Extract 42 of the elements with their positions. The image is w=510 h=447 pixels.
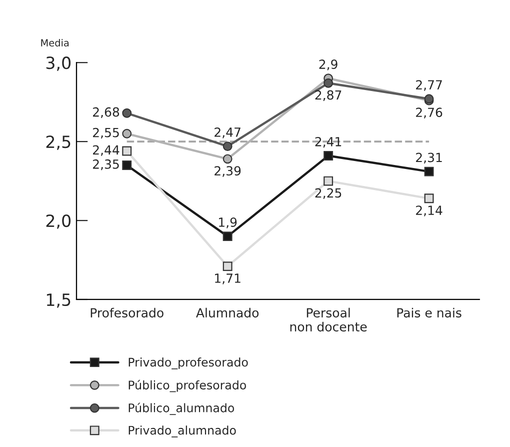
data-label: 2,47 [214, 127, 240, 138]
point [222, 262, 232, 272]
x-tick-label: Persoal non docente [290, 308, 367, 332]
y-axis-title: Media [41, 38, 69, 46]
x-tick-label: Pais e nais [397, 308, 462, 318]
data-label: 1,9 [219, 217, 237, 228]
data-label: 2,77 [416, 80, 442, 91]
point [222, 142, 232, 152]
data-label: 2,41 [315, 136, 342, 148]
y-tick-label: 3,0 [46, 56, 71, 71]
data-label: 2,68 [93, 107, 120, 118]
legend-label: Público_alumnado [128, 402, 234, 415]
point [424, 166, 434, 176]
y-tick-label: 2,5 [46, 136, 70, 150]
data-label: 2,87 [315, 90, 342, 102]
y-tick-label: 1,5 [46, 294, 70, 308]
data-label: 2,35 [93, 159, 119, 170]
point [324, 176, 334, 186]
data-label: 1,71 [215, 274, 240, 284]
y-tick-label: 2,0 [46, 214, 71, 229]
x-tick-label: Profesorado [90, 308, 164, 318]
point [122, 108, 132, 118]
x-tick-label: Alumnado [196, 308, 259, 318]
point [122, 128, 132, 138]
data-label: 2,55 [93, 128, 119, 139]
data-label: 2,25 [315, 188, 342, 199]
legend-label: Privado_profesorado [128, 357, 248, 370]
data-label: 2,76 [416, 108, 442, 118]
data-label: 2,44 [93, 145, 120, 156]
point [324, 151, 334, 160]
data-label: 2,31 [416, 152, 442, 164]
legend-label: Público_profesorado [128, 380, 246, 392]
point [122, 160, 132, 170]
point [122, 146, 132, 156]
data-label: 2,14 [416, 206, 442, 216]
legend-label: Privado_alumnado [128, 426, 236, 438]
point [324, 78, 334, 88]
point [222, 232, 232, 242]
data-label: 2,9 [319, 60, 338, 70]
point [222, 154, 232, 164]
data-label: 2,39 [214, 166, 241, 177]
point [424, 194, 434, 204]
